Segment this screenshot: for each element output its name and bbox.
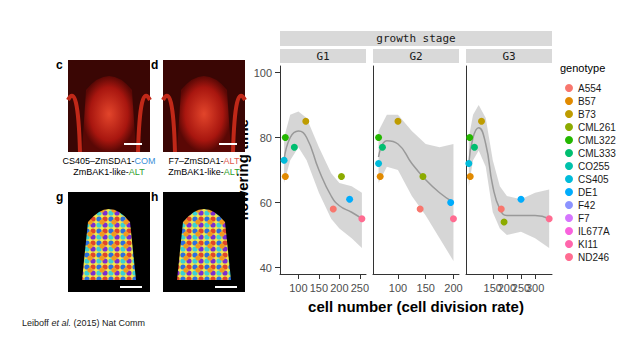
svg-text:40: 40	[260, 262, 272, 274]
svg-text:CS405: CS405	[578, 174, 609, 185]
svg-text:c: c	[56, 58, 63, 72]
svg-text:G1: G1	[316, 50, 329, 63]
svg-text:100: 100	[389, 282, 407, 294]
svg-text:150: 150	[310, 282, 328, 294]
svg-text:B57: B57	[578, 96, 596, 107]
svg-text:G2: G2	[409, 50, 422, 63]
svg-text:60: 60	[260, 197, 272, 209]
svg-text:150: 150	[417, 282, 435, 294]
svg-text:CS405–ZmSDA1-COM: CS405–ZmSDA1-COM	[62, 156, 155, 166]
svg-text:ZmBAK1-like-ALT: ZmBAK1-like-ALT	[168, 167, 240, 177]
svg-text:F7: F7	[578, 213, 590, 224]
svg-text:100: 100	[289, 282, 307, 294]
svg-text:d: d	[151, 58, 158, 72]
svg-text:IL677A: IL677A	[578, 226, 610, 237]
svg-text:250: 250	[351, 282, 369, 294]
svg-text:ND246: ND246	[578, 252, 610, 263]
svg-text:CML333: CML333	[578, 148, 616, 159]
svg-text:CML261: CML261	[578, 122, 616, 133]
svg-text:G3: G3	[502, 50, 515, 63]
svg-text:CO255: CO255	[578, 161, 610, 172]
svg-text:200: 200	[330, 282, 348, 294]
svg-text:KI11: KI11	[578, 239, 598, 250]
svg-text:A554: A554	[578, 83, 602, 94]
svg-text:genotype: genotype	[560, 62, 605, 74]
svg-text:250: 250	[511, 281, 531, 294]
svg-text:200: 200	[497, 281, 517, 294]
svg-text:g: g	[56, 190, 63, 204]
svg-text:200: 200	[444, 282, 462, 294]
svg-text:ZmBAK1-like-ALT: ZmBAK1-like-ALT	[73, 167, 145, 177]
svg-text:150: 150	[483, 281, 502, 294]
svg-text:cell number (cell division rat: cell number (cell division rate)	[308, 298, 524, 315]
svg-text:h: h	[151, 190, 158, 204]
svg-text:300: 300	[526, 282, 544, 294]
svg-text:growth stage: growth stage	[376, 32, 455, 45]
svg-text:F42: F42	[578, 200, 596, 211]
svg-text:CML322: CML322	[578, 135, 616, 146]
svg-text:F7–ZmSDA1-ALT: F7–ZmSDA1-ALT	[169, 156, 240, 166]
svg-text:B73: B73	[578, 109, 596, 120]
svg-text:100: 100	[254, 67, 272, 79]
svg-text:DE1: DE1	[578, 187, 598, 198]
svg-text:Leiboff et al. (2015) Nat Comm: Leiboff et al. (2015) Nat Comm	[22, 318, 145, 328]
svg-text:80: 80	[260, 132, 272, 144]
